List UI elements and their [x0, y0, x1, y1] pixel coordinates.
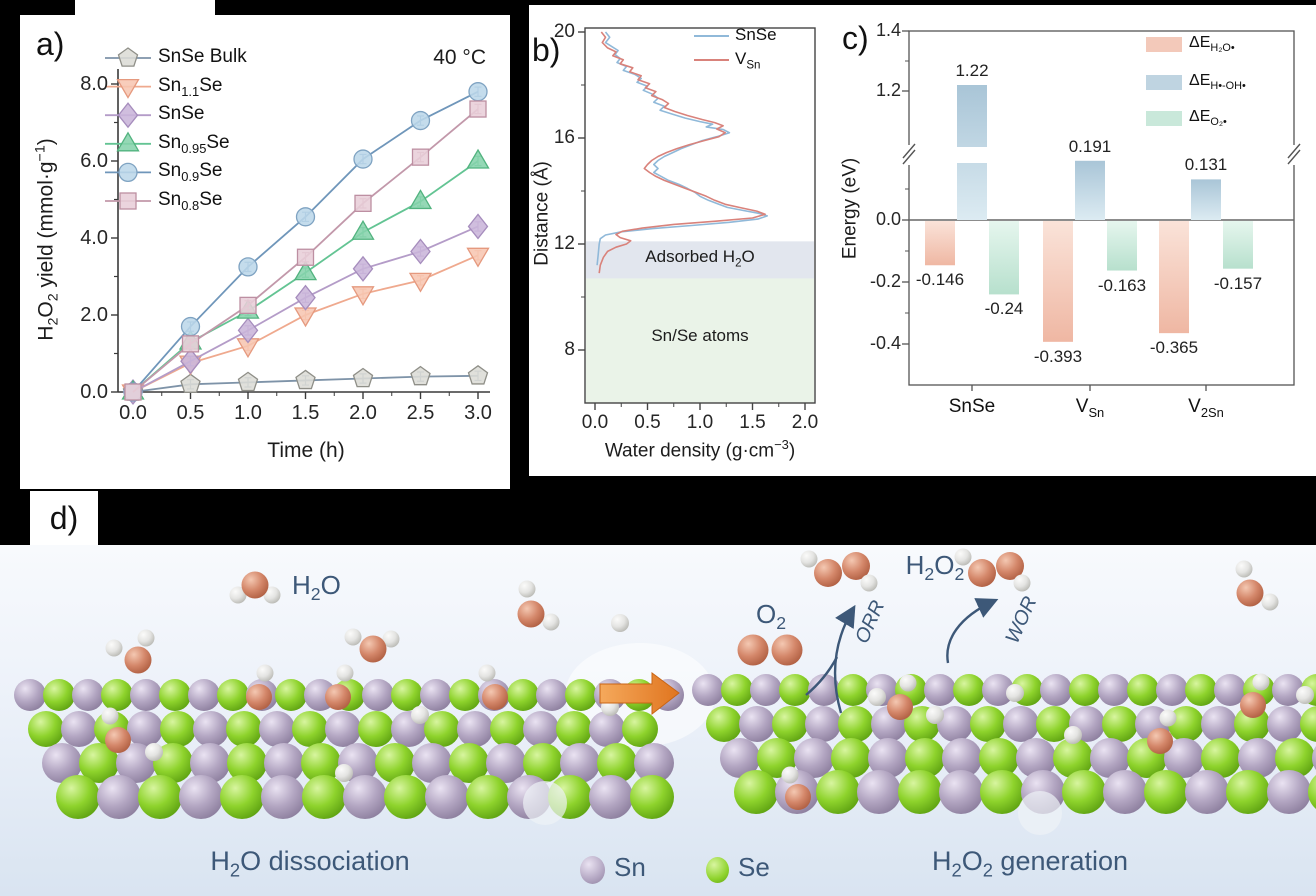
- y-tick-label: 0.0: [80, 381, 108, 403]
- panel-a-xlabel: Time (h): [267, 439, 345, 462]
- panel-a: a) 40 °C H2O2 yield (mmol·g−1) Time (h) …: [20, 15, 510, 489]
- y-tick-label: 6.0: [80, 150, 108, 172]
- bar-value-label: -0.24: [984, 299, 1024, 319]
- panel-d: H2O O2 H2O2 ORR WOR H2O dissociation H2O…: [0, 545, 1316, 896]
- legend-item-label: ΔEO₂•: [1189, 108, 1227, 129]
- x-tick-label: 0.5: [634, 412, 661, 433]
- panel-bc: b) c) Distance (Å) Water density (g·cm−3…: [529, 5, 1316, 476]
- bar-value-label: -0.146: [915, 270, 965, 290]
- se-legend-dot: [706, 857, 729, 883]
- panel-a-chart: [105, 47, 490, 406]
- x-tick-label: 2.0: [349, 402, 377, 424]
- o2-label: O2: [755, 599, 787, 634]
- x-tick-label: 0.0: [119, 402, 147, 424]
- x-tick-label: 2.0: [791, 412, 819, 433]
- y-tick-label: 8: [564, 339, 575, 360]
- y-tick-label: 1.4: [875, 20, 901, 40]
- panel-b-ylabel: Distance (Å): [531, 161, 553, 266]
- bar-value-label: -0.393: [1033, 346, 1083, 366]
- y-tick-label: -0.4: [869, 333, 901, 353]
- panel-a-letter: a): [36, 26, 65, 62]
- sn-legend-dot: [580, 856, 605, 884]
- x-tick-label: 0.0: [581, 412, 609, 433]
- legend-item-label: Sn0.8Se: [158, 189, 223, 213]
- bar-value-label: 0.191: [1068, 136, 1112, 156]
- y-tick-label: 4.0: [80, 227, 108, 249]
- x-tick-label: 1.5: [291, 402, 320, 424]
- se-legend-label: Se: [738, 852, 770, 882]
- y-tick-label: 16: [553, 127, 575, 148]
- bar-value-label: -0.157: [1213, 273, 1263, 293]
- panel-d-letter: d): [49, 499, 79, 536]
- bar-value-label: -0.365: [1149, 338, 1199, 358]
- right-caption: H2O2 generation: [931, 846, 1129, 881]
- bar-value-label: 0.131: [1184, 155, 1228, 175]
- legend-item-label: ΔEH₂O•: [1189, 34, 1235, 55]
- x-tick-label: 1.0: [234, 402, 262, 424]
- y-tick-label: 20: [553, 21, 575, 42]
- left-caption: H2O dissociation: [210, 846, 410, 881]
- category-label: V2Sn: [1188, 396, 1224, 420]
- legend-item-label: Sn0.9Se: [158, 160, 223, 185]
- x-tick-label: 1.5: [739, 412, 766, 433]
- bar-value-label: -0.163: [1097, 275, 1147, 295]
- x-tick-label: 0.5: [176, 402, 205, 424]
- panel-d-illustration: [14, 548, 1316, 835]
- region-label-adsorbed: Adsorbed H2O: [645, 247, 755, 270]
- panel-a-ylabel: H2O2 yield (mmol·g−1): [32, 138, 62, 341]
- y-tick-label: 12: [553, 233, 575, 254]
- y-tick-label: 2.0: [80, 304, 108, 326]
- panel-b-xlabel: Water density (g·cm−3): [604, 437, 796, 462]
- y-tick-label: 8.0: [80, 73, 108, 95]
- y-tick-label: -0.2: [869, 271, 901, 291]
- legend-item-label: Sn0.95Se: [158, 131, 230, 156]
- legend-item-label: ΔEH•-OH•: [1189, 72, 1246, 93]
- category-label: SnSe: [948, 396, 996, 417]
- x-tick-label: 1.0: [686, 412, 714, 433]
- legend-item-label: SnSe Bulk: [158, 46, 247, 67]
- region-label-atoms: Sn/Se atoms: [651, 326, 749, 345]
- background-notch: [75, 0, 215, 15]
- legend-item-label: VSn: [735, 49, 761, 72]
- panel-d-label-box: d): [30, 491, 98, 545]
- legend-item-label: Sn1.1Se: [158, 74, 223, 99]
- x-tick-label: 3.0: [464, 402, 492, 424]
- h2o2-label: H2O2: [905, 550, 965, 585]
- legend-item-label: SnSe: [735, 25, 777, 44]
- y-tick-label: 1.2: [875, 80, 901, 100]
- h2o-label: H2O: [292, 570, 341, 605]
- category-label: VSn: [1075, 396, 1105, 420]
- panel-bc-chart: [578, 27, 1301, 410]
- temperature-annotation: 40 °C: [433, 46, 486, 69]
- y-tick-label: 0.0: [875, 209, 901, 229]
- panel-c-letter: c): [842, 20, 869, 56]
- x-tick-label: 2.5: [406, 402, 435, 424]
- panel-c-ylabel: Energy (eV): [839, 157, 861, 260]
- legend-item-label: SnSe: [158, 103, 205, 125]
- sn-legend-label: Sn: [614, 852, 646, 882]
- panel-b-letter: b): [532, 32, 561, 68]
- bar-value-label: 1.22: [955, 61, 989, 80]
